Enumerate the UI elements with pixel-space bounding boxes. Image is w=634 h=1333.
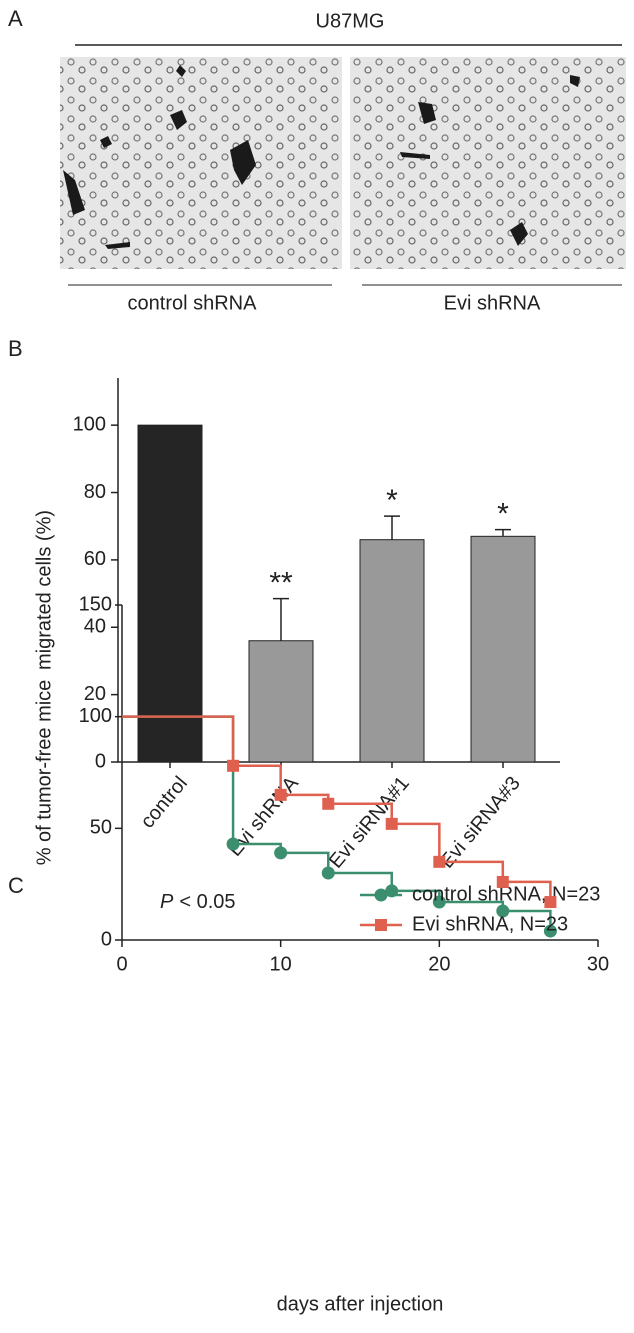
marker (274, 846, 288, 860)
marker (432, 895, 446, 909)
image-caption: Evi shRNA (444, 292, 541, 314)
legend-label: Evi shRNA, N=23 (412, 913, 568, 935)
y-tick-label: 150 (79, 593, 112, 615)
panel-label: B (8, 336, 23, 361)
x-tick-label: Evi siRNA#1 (325, 772, 414, 872)
marker (274, 788, 287, 801)
panel-title: U87MG (316, 10, 385, 32)
y-tick-label: 0 (101, 928, 112, 950)
x-tick-label: 30 (587, 953, 609, 975)
step-line (439, 860, 505, 882)
bar (248, 640, 314, 763)
step-line (502, 909, 552, 932)
step-line (502, 880, 552, 903)
y-tick-label: 60 (84, 548, 106, 570)
marker (544, 896, 557, 909)
marker (496, 904, 510, 918)
marker (227, 759, 240, 772)
y-tick-label: 0 (95, 750, 106, 772)
error-bar (384, 515, 400, 540)
bar (359, 539, 425, 763)
micrograph (60, 57, 342, 269)
marker (385, 817, 398, 830)
y-tick-label: 100 (79, 705, 112, 727)
annotation-italic: P (160, 891, 174, 913)
x-tick-label: Evi siRNA#3 (436, 772, 525, 872)
annotation: P < 0.05 (160, 891, 236, 913)
y-axis-label: % of tumor-free mice (33, 680, 55, 866)
marker (543, 924, 557, 938)
x-tick-label: 0 (116, 953, 127, 975)
bar (470, 535, 536, 763)
marker (496, 875, 509, 888)
legend-marker (374, 888, 388, 902)
x-tick-label: control (136, 772, 191, 832)
panel-label: A (8, 6, 23, 31)
x-tick-label: 10 (270, 953, 292, 975)
image-caption: control shRNA (128, 292, 258, 314)
x-tick-label: 20 (428, 953, 450, 975)
error-bar (495, 528, 511, 537)
step-line (233, 764, 282, 795)
marker (433, 855, 446, 868)
y-tick-label: 50 (90, 817, 112, 839)
y-tick-label: 80 (84, 481, 106, 503)
step-line (391, 822, 441, 862)
significance: * (386, 484, 398, 517)
step-line (280, 851, 330, 873)
panel-label: C (8, 873, 24, 898)
step-line (122, 715, 235, 766)
y-axis-label: migrated cells (%) (33, 510, 55, 670)
y-tick-label: 40 (84, 616, 106, 638)
significance: ** (269, 567, 293, 600)
step-line (328, 802, 393, 824)
error-bar (273, 597, 289, 641)
y-tick-label: 100 (73, 413, 106, 435)
significance: * (497, 498, 509, 531)
annotation-text: < 0.05 (179, 891, 235, 913)
x-axis-label: days after injection (277, 1293, 444, 1315)
marker (322, 797, 335, 810)
y-tick-label: 20 (84, 683, 106, 705)
legend-marker (375, 919, 387, 931)
micrograph (350, 57, 626, 269)
step-line (328, 871, 393, 891)
bar (137, 424, 203, 763)
marker (321, 866, 335, 880)
marker (226, 837, 240, 851)
